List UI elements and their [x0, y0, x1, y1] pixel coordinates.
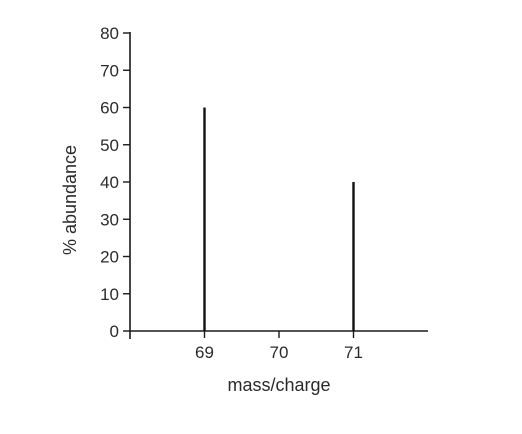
y-tick-label: 80 [100, 24, 119, 43]
x-tick-label: 70 [270, 343, 289, 362]
y-tick-label: 70 [100, 61, 119, 80]
y-tick-label: 10 [100, 285, 119, 304]
bars-layer [203, 107, 355, 331]
y-tick-label: 0 [110, 322, 119, 341]
x-axis-title: mass/charge [227, 375, 330, 395]
x-tick-label: 71 [344, 343, 363, 362]
y-tick-label: 20 [100, 248, 119, 267]
y-tick-label: 30 [100, 210, 119, 229]
x-tick-label: 69 [195, 343, 214, 362]
y-axis-title: % abundance [60, 145, 80, 255]
y-ticks-layer: 0 10 20 30 40 50 60 70 80 [100, 24, 130, 341]
y-tick-label: 60 [100, 99, 119, 118]
y-tick-label: 50 [100, 136, 119, 155]
x-ticks-layer: 69 70 71 [195, 331, 363, 362]
axes-layer [129, 32, 428, 339]
y-tick-label: 40 [100, 173, 119, 192]
